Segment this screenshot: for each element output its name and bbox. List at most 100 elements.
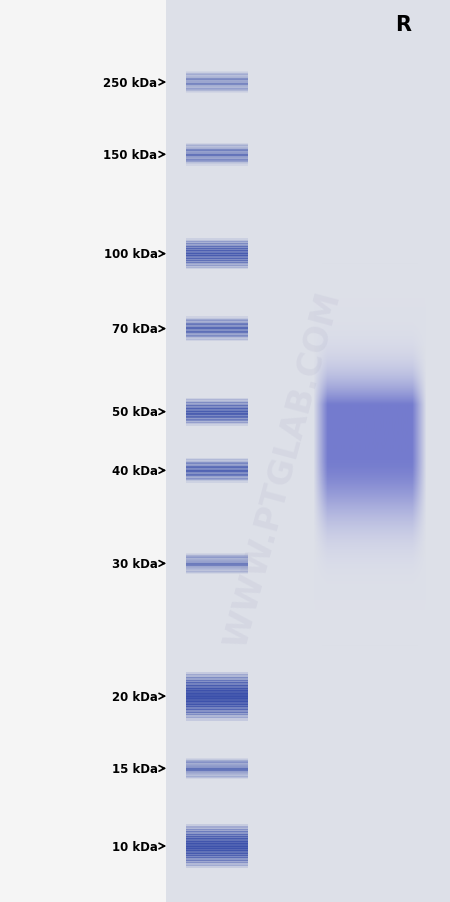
Text: 20 kDa: 20 kDa	[112, 690, 158, 703]
Bar	[185, 862, 248, 866]
Bar	[185, 463, 248, 465]
Bar	[185, 338, 248, 340]
Bar	[185, 695, 248, 700]
Bar	[185, 339, 248, 342]
Bar	[185, 778, 248, 780]
Bar	[185, 767, 248, 769]
Bar	[185, 561, 248, 563]
Bar	[185, 766, 248, 768]
Bar	[185, 251, 248, 253]
Bar	[185, 401, 248, 403]
Bar	[185, 761, 248, 763]
Bar	[185, 332, 248, 334]
Bar	[185, 555, 248, 556]
Bar	[185, 836, 248, 840]
Text: 10 kDa: 10 kDa	[112, 840, 158, 852]
Bar	[185, 832, 248, 834]
Bar	[185, 73, 248, 75]
Bar	[185, 249, 248, 252]
Bar	[185, 762, 248, 764]
Bar	[185, 841, 248, 844]
Bar	[185, 87, 248, 89]
Bar	[185, 769, 248, 770]
Bar	[185, 833, 248, 837]
Bar	[185, 852, 248, 856]
Bar	[185, 559, 248, 560]
Text: 50 kDa: 50 kDa	[112, 406, 158, 419]
Bar	[185, 81, 248, 83]
Bar	[185, 758, 248, 759]
Bar	[0, 0, 166, 902]
Bar	[185, 477, 248, 479]
Bar	[185, 457, 248, 459]
Bar	[185, 759, 248, 760]
Bar	[185, 839, 248, 842]
Bar	[185, 160, 248, 161]
Bar	[185, 325, 248, 327]
Text: R: R	[395, 15, 411, 35]
Bar	[185, 829, 248, 833]
Bar	[185, 321, 248, 323]
Bar	[185, 152, 248, 154]
Bar	[185, 77, 248, 78]
Bar	[185, 149, 248, 151]
Bar	[185, 242, 248, 244]
Bar	[185, 565, 248, 566]
Bar	[185, 471, 248, 473]
Bar	[185, 90, 248, 92]
Bar	[185, 398, 248, 400]
Bar	[185, 146, 248, 148]
Bar	[185, 569, 248, 571]
Bar	[185, 686, 248, 689]
Bar	[185, 408, 248, 410]
Bar	[185, 78, 248, 79]
Bar	[185, 677, 248, 681]
Bar	[185, 706, 248, 710]
Bar	[185, 319, 248, 321]
Bar	[185, 855, 248, 859]
Bar	[185, 156, 248, 158]
Bar	[185, 552, 248, 554]
Bar	[185, 259, 248, 262]
Bar	[185, 556, 248, 557]
Bar	[185, 757, 248, 759]
Bar	[185, 419, 248, 421]
Bar	[185, 424, 248, 427]
Bar	[185, 774, 248, 776]
Bar	[185, 89, 248, 91]
Bar	[185, 573, 248, 575]
Bar	[185, 851, 248, 853]
Bar	[185, 864, 248, 868]
Bar	[185, 166, 248, 168]
Bar	[185, 464, 248, 465]
Bar	[185, 675, 248, 678]
Bar	[185, 426, 248, 428]
Bar	[185, 564, 248, 566]
Bar	[185, 336, 248, 337]
Bar	[185, 316, 248, 318]
Bar	[185, 261, 248, 263]
Bar	[185, 570, 248, 572]
Bar	[185, 253, 248, 254]
Bar	[185, 770, 248, 772]
Bar	[185, 159, 248, 161]
Bar	[185, 472, 248, 474]
Text: 15 kDa: 15 kDa	[112, 762, 158, 775]
Bar	[185, 247, 248, 250]
Text: 100 kDa: 100 kDa	[104, 248, 158, 261]
Bar	[185, 165, 248, 167]
Bar	[185, 848, 248, 851]
Bar	[185, 693, 248, 697]
Bar	[185, 778, 248, 779]
Bar	[185, 669, 248, 673]
Bar	[185, 270, 248, 272]
Bar	[185, 772, 248, 773]
Bar	[185, 266, 248, 269]
Bar	[185, 153, 248, 155]
Bar	[185, 317, 248, 319]
Bar	[185, 461, 248, 463]
Bar	[185, 843, 248, 847]
Bar	[185, 717, 248, 721]
Bar	[185, 764, 248, 765]
Bar	[185, 161, 248, 163]
